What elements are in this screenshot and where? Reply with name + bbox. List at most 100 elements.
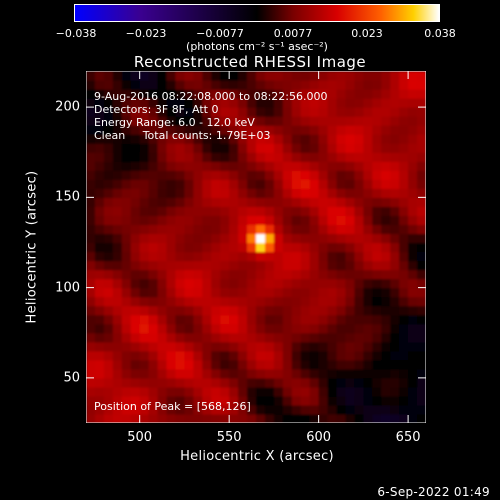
heatmap-cell	[157, 134, 168, 144]
heatmap-cell	[363, 323, 373, 334]
heatmap-cell	[220, 359, 230, 370]
heatmap-cell	[282, 107, 293, 117]
heatmap-cell	[103, 350, 114, 361]
heatmap-cell	[282, 404, 293, 415]
heatmap-cell	[86, 134, 96, 144]
heatmap-cell	[273, 143, 284, 153]
heatmap-cell	[229, 269, 239, 280]
heatmap-cell	[273, 413, 284, 423]
heatmap-cell	[247, 134, 257, 144]
heatmap-cell	[309, 350, 320, 361]
heatmap-cell	[273, 224, 284, 235]
heatmap-cell	[229, 260, 239, 271]
heatmap-cell	[381, 287, 391, 298]
heatmap-cell	[318, 206, 329, 217]
heatmap-cell	[86, 80, 96, 90]
heatmap-cell	[327, 242, 338, 253]
heatmap-cell	[184, 377, 194, 388]
heatmap-cell	[318, 332, 329, 343]
heatmap-cell	[282, 242, 293, 253]
heatmap-cell	[300, 314, 311, 325]
heatmap-cell	[157, 197, 168, 207]
heatmap-cell	[309, 188, 320, 198]
heatmap-cell	[139, 296, 150, 307]
heatmap-cell	[139, 269, 150, 280]
heatmap-cell	[264, 134, 275, 144]
heatmap-cell	[363, 332, 373, 343]
heatmap-cell	[184, 404, 194, 415]
heatmap-cell	[193, 152, 203, 162]
heatmap-cell	[390, 260, 400, 271]
heatmap-cell	[372, 170, 382, 180]
heatmap-cell	[121, 116, 132, 126]
heatmap-cell	[327, 89, 338, 99]
heatmap-cell	[372, 188, 382, 198]
heatmap-cell	[193, 368, 203, 379]
heatmap-cell	[130, 143, 141, 153]
heatmap-cell	[175, 242, 186, 253]
heatmap-cell	[300, 125, 311, 135]
heatmap-cell	[318, 260, 329, 271]
heatmap-cell	[390, 341, 400, 352]
heatmap-cell	[408, 143, 418, 153]
heatmap-cell	[336, 332, 347, 343]
heatmap-cell	[238, 296, 248, 307]
heatmap-cell	[121, 377, 132, 388]
colorbar-tick: 0.038	[424, 27, 456, 40]
heatmap-cell	[112, 341, 123, 352]
heatmap-cell	[148, 179, 159, 189]
heatmap-cell	[157, 242, 168, 253]
heatmap-cell	[318, 251, 329, 262]
heatmap-cell	[417, 341, 426, 352]
heatmap-cell	[345, 323, 356, 334]
heatmap-cell	[112, 125, 123, 135]
heatmap-cell	[175, 305, 186, 316]
colorbar	[74, 4, 440, 22]
heatmap-cell	[211, 197, 221, 207]
heatmap-cell	[103, 80, 114, 90]
heatmap-cell	[148, 404, 159, 415]
heatmap-cell	[345, 314, 356, 325]
heatmap-cell	[139, 386, 150, 397]
heatmap-cell	[238, 395, 248, 406]
heatmap-cell	[417, 260, 426, 271]
heatmap-cell	[327, 134, 338, 144]
heatmap-cell	[139, 98, 150, 108]
heatmap-cell	[121, 314, 132, 325]
heatmap-cell	[166, 161, 177, 171]
heatmap-cell	[112, 215, 123, 226]
heatmap-cell	[166, 296, 177, 307]
heatmap-cell	[139, 161, 150, 171]
heatmap-cell	[202, 305, 212, 316]
heatmap-cell	[94, 395, 105, 406]
heatmap-cell	[273, 80, 284, 90]
heatmap-cell	[220, 161, 230, 171]
heatmap-cell	[157, 350, 168, 361]
heatmap-cell	[264, 260, 275, 271]
heatmap-cell	[291, 179, 302, 189]
heatmap-cell	[336, 197, 347, 207]
heatmap-cell	[103, 314, 114, 325]
heatmap-cell	[229, 323, 239, 334]
heatmap-cell	[238, 98, 248, 108]
heatmap-cell	[184, 152, 194, 162]
heatmap-cell	[193, 305, 203, 316]
heatmap-cell	[229, 206, 239, 217]
heatmap-cell	[184, 134, 194, 144]
heatmap-cell	[345, 413, 356, 423]
heatmap-cell	[166, 98, 177, 108]
heatmap-cell	[94, 377, 105, 388]
heatmap-cell	[327, 296, 338, 307]
heatmap-cell	[363, 233, 373, 244]
heatmap-cell	[211, 116, 221, 126]
heatmap-cell	[175, 269, 186, 280]
heatmap-cell	[264, 395, 275, 406]
heatmap-cell	[363, 251, 373, 262]
heatmap-cell	[390, 80, 400, 90]
heatmap-cell	[148, 80, 159, 90]
heatmap-cell	[103, 332, 114, 343]
heatmap-cell	[318, 224, 329, 235]
heatmap-cell	[229, 377, 239, 388]
heatmap-cell	[193, 350, 203, 361]
heatmap-cell	[193, 233, 203, 244]
